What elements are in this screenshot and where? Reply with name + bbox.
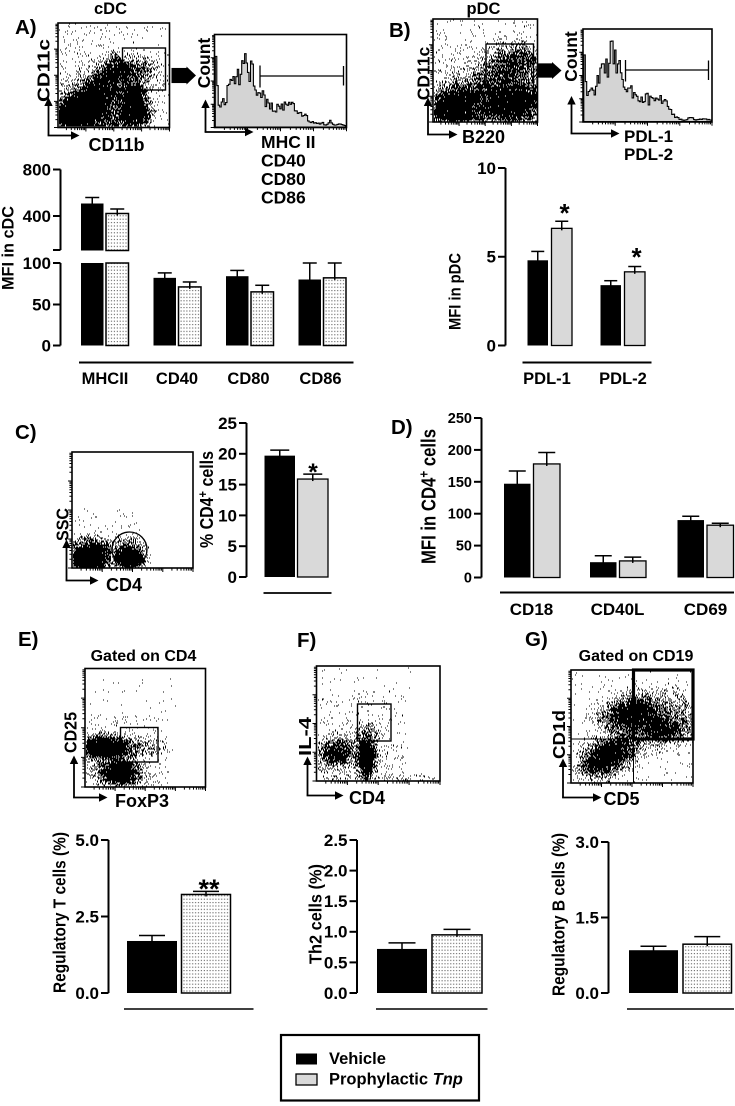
svg-text:400: 400: [23, 207, 51, 226]
svg-text:20: 20: [218, 445, 237, 464]
svg-text:250: 250: [448, 411, 472, 427]
svg-text:*: *: [308, 459, 318, 486]
svg-text:1.5: 1.5: [575, 908, 599, 927]
svg-text:0: 0: [487, 336, 496, 355]
svg-text:50: 50: [32, 295, 51, 314]
svg-text:cDC: cDC: [94, 0, 127, 18]
svg-text:D): D): [391, 416, 413, 439]
svg-text:E): E): [18, 628, 39, 651]
svg-text:0.0: 0.0: [324, 984, 348, 1003]
svg-text:1.0: 1.0: [324, 923, 348, 942]
svg-text:1.5: 1.5: [324, 892, 348, 911]
svg-text:2.5: 2.5: [75, 907, 99, 926]
svg-text:100: 100: [23, 254, 51, 273]
svg-text:2.5: 2.5: [324, 831, 348, 850]
svg-text:PDL-1: PDL-1: [523, 370, 571, 388]
svg-text:50: 50: [456, 539, 472, 555]
svg-text:CD11c: CD11c: [34, 39, 54, 102]
svg-text:Th2 cells (%): Th2 cells (%): [306, 864, 326, 964]
svg-text:G): G): [525, 628, 548, 651]
svg-text:Prophylactic Tnp: Prophylactic Tnp: [329, 1071, 463, 1089]
svg-text:2.0: 2.0: [324, 861, 348, 880]
svg-text:CD4: CD4: [106, 575, 142, 595]
svg-text:CD86: CD86: [261, 188, 306, 208]
svg-text:PDL-2: PDL-2: [599, 370, 647, 388]
svg-text:100: 100: [448, 507, 472, 523]
svg-text:MHC II: MHC II: [261, 132, 315, 152]
svg-text:CD5: CD5: [603, 789, 639, 809]
svg-text:CD69: CD69: [684, 600, 727, 619]
svg-text:MFI in CD4+ cells: MFI in CD4+ cells: [415, 429, 440, 564]
svg-text:*: *: [631, 242, 642, 272]
svg-text:SSC: SSC: [53, 508, 73, 541]
svg-text:Count: Count: [561, 31, 581, 82]
svg-text:0: 0: [228, 568, 237, 587]
svg-text:PDL-1: PDL-1: [624, 127, 673, 146]
svg-text:PDL-2: PDL-2: [624, 145, 673, 164]
svg-text:150: 150: [448, 475, 472, 491]
svg-text:*: *: [559, 198, 570, 228]
svg-text:IL-4: IL-4: [295, 717, 315, 756]
svg-text:CD40: CD40: [261, 151, 306, 171]
svg-text:Gated on CD4: Gated on CD4: [91, 648, 197, 665]
svg-text:0.0: 0.0: [575, 984, 599, 1003]
svg-text:10: 10: [477, 159, 496, 178]
svg-text:3.0: 3.0: [575, 833, 599, 852]
svg-text:0: 0: [464, 571, 472, 587]
svg-text:Count: Count: [194, 38, 214, 89]
svg-text:Regulatory B cells (%): Regulatory B cells (%): [549, 833, 569, 996]
svg-text:5: 5: [228, 537, 237, 556]
svg-text:CD80: CD80: [261, 169, 306, 189]
svg-text:200: 200: [448, 443, 472, 459]
svg-text:% CD4+ cells: % CD4+ cells: [196, 451, 217, 548]
svg-text:15: 15: [218, 475, 237, 494]
svg-text:FoxP3: FoxP3: [115, 791, 169, 811]
svg-text:0.0: 0.0: [75, 984, 99, 1003]
svg-text:Gated on CD19: Gated on CD19: [579, 648, 694, 665]
svg-text:10: 10: [218, 506, 237, 525]
svg-text:Regulatory T cells (%): Regulatory T cells (%): [50, 832, 70, 993]
svg-text:CD80: CD80: [227, 370, 269, 388]
svg-text:pDC: pDC: [467, 0, 501, 18]
svg-text:MFI in pDC: MFI in pDC: [446, 253, 464, 330]
svg-text:B220: B220: [462, 127, 505, 147]
svg-text:CD11c: CD11c: [414, 46, 434, 100]
svg-text:B): B): [389, 19, 411, 42]
svg-text:25: 25: [218, 414, 237, 433]
svg-text:800: 800: [23, 160, 51, 179]
svg-text:0.5: 0.5: [324, 953, 348, 972]
svg-text:C): C): [15, 421, 37, 444]
svg-text:CD86: CD86: [299, 370, 341, 388]
svg-text:A): A): [15, 16, 37, 39]
svg-text:CD40: CD40: [156, 370, 198, 388]
svg-text:5: 5: [487, 248, 496, 267]
svg-text:CD4: CD4: [349, 788, 385, 808]
svg-text:0: 0: [42, 336, 51, 355]
svg-text:MFI in cDC: MFI in cDC: [0, 206, 17, 290]
svg-text:MHCII: MHCII: [82, 370, 129, 388]
svg-text:CD25: CD25: [61, 712, 81, 753]
svg-text:Vehicle: Vehicle: [329, 1050, 386, 1068]
svg-text:CD1d: CD1d: [549, 710, 569, 759]
svg-text:**: **: [198, 874, 220, 904]
svg-text:5.0: 5.0: [75, 831, 99, 850]
svg-text:CD40L: CD40L: [591, 600, 645, 619]
svg-text:CD11b: CD11b: [88, 135, 144, 155]
svg-text:CD18: CD18: [510, 600, 553, 619]
svg-text:F): F): [297, 629, 316, 652]
